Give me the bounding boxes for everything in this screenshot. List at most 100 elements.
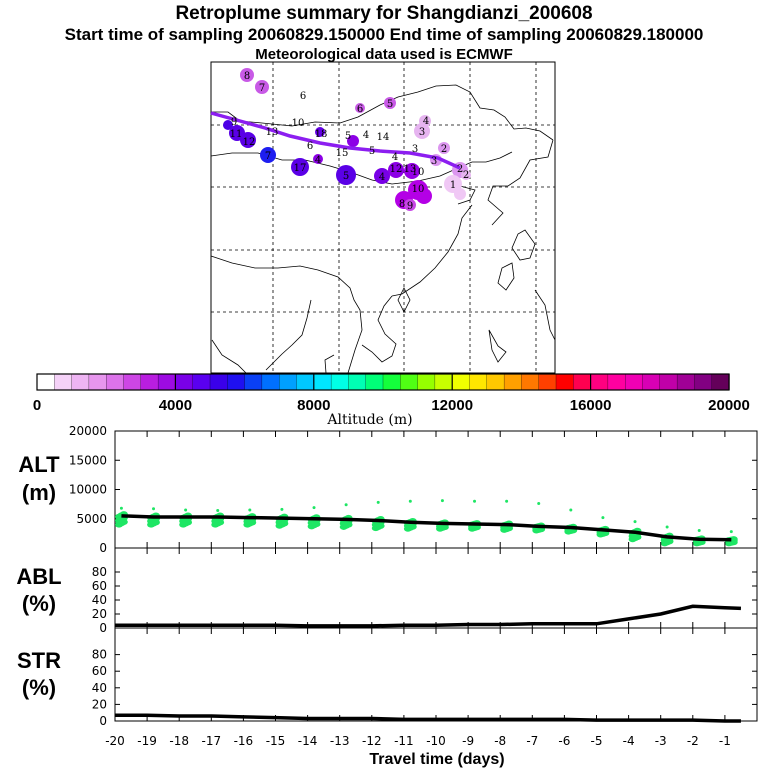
alt-particle-point: [280, 507, 284, 511]
alt-panel: 0 5000 10000 15000 20000: [69, 424, 757, 555]
x-tick-label: -14: [298, 734, 318, 748]
alt-particle-point: [601, 516, 605, 520]
map-plume-label: 3: [419, 127, 425, 138]
colorbar-cell: [694, 373, 713, 391]
alt-particle-point: [665, 525, 669, 529]
panel-label: STR: [17, 648, 61, 673]
panel-label: (%): [22, 591, 56, 616]
colorbar-cell: [469, 373, 488, 391]
x-tick-label: -16: [234, 734, 254, 748]
map-plume-label: 12: [390, 164, 403, 175]
x-tick-label: -17: [201, 734, 221, 748]
map-plume-label: 2: [441, 144, 447, 155]
colorbar-cell: [296, 373, 315, 391]
alt-particle-point: [440, 499, 444, 503]
colorbar-tick-label: 8000: [297, 397, 330, 414]
map-plume-label: 9: [407, 201, 413, 212]
colorbar-cell: [452, 373, 471, 391]
alt-particle-point: [473, 499, 477, 503]
colorbar-cell: [71, 373, 90, 391]
panel-label: ALT: [18, 452, 60, 477]
colorbar-cell: [555, 373, 574, 391]
map-plume-label: 5: [369, 146, 375, 157]
map-plume-label: 6: [357, 104, 363, 115]
colorbar-cell: [192, 373, 211, 391]
map-plume-label: 17: [294, 163, 307, 174]
x-tick-label: -20: [105, 734, 125, 748]
map-plume-label: 9: [231, 117, 237, 128]
map-plume-label: 4: [379, 172, 385, 183]
colorbar-cell: [36, 373, 55, 391]
alt-particle-point: [729, 530, 733, 534]
colorbar-cell: [313, 373, 332, 391]
x-tick-label: -4: [623, 734, 635, 748]
colorbar-cell: [261, 373, 280, 391]
y-tick-label: 40: [92, 593, 107, 607]
map-plume-label: 3: [431, 156, 437, 167]
colorbar-cell: [503, 373, 523, 391]
colorbar-cell: [140, 373, 159, 391]
colorbar-tick-label: 20000: [708, 397, 750, 414]
alt-particle-point: [505, 499, 509, 503]
y-tick-label: 0: [99, 541, 107, 555]
colorbar-cell: [607, 373, 626, 391]
colorbar-cell: [434, 373, 453, 391]
plume-centroid-track: [210, 111, 461, 170]
x-tick-label: -13: [330, 734, 350, 748]
colorbar-cell: [330, 373, 350, 391]
colorbar-cell: [365, 373, 384, 391]
sampling-times: Start time of sampling 20060829.150000 E…: [64, 25, 704, 44]
x-tick-label: -10: [426, 734, 446, 748]
map-plume-label: 2: [463, 170, 469, 181]
x-tick-label: -7: [526, 734, 538, 748]
alt-particle-point: [537, 502, 541, 506]
x-tick-label: -8: [494, 734, 506, 748]
y-tick-label: 0: [99, 714, 107, 728]
chart-title: Retroplume summary for Shangdianzi_20060…: [175, 3, 593, 24]
map-graticule: [211, 62, 555, 373]
colorbar-cell: [382, 373, 401, 391]
alt-particle-point: [569, 508, 573, 512]
alt-particle-point: [152, 507, 156, 511]
y-tick-label: 15000: [69, 453, 107, 467]
map-plume-label: 12: [243, 137, 256, 148]
colorbar-cell: [417, 373, 436, 391]
y-tick-label: 5000: [76, 512, 107, 526]
x-tick-label: -5: [591, 734, 603, 748]
panel-label: (m): [22, 480, 56, 505]
alt-particle-point: [344, 503, 348, 507]
colorbar-cell: [157, 373, 177, 391]
colorbar-cell: [573, 373, 592, 391]
colorbar-cell: [590, 373, 609, 391]
colorbar-cell: [88, 373, 107, 391]
colorbar-cell: [227, 373, 246, 391]
colorbar-tick-label: 16000: [570, 397, 612, 414]
y-tick-label: 10000: [69, 483, 107, 497]
map-plume-label: 11: [230, 129, 243, 140]
panel-label: ABL: [16, 564, 61, 589]
x-tick-label: -11: [394, 734, 414, 748]
panel-label: (%): [22, 675, 56, 700]
x-tick-label: -9: [462, 734, 474, 748]
alt-median-line: [121, 514, 732, 542]
map-plume-label: 8: [244, 71, 250, 82]
colorbar-tick-label: 0: [33, 397, 41, 414]
altitude-colorbar: 0 4000 8000 12000 16000 20000 Altitude (m): [33, 373, 750, 428]
y-tick-label: 80: [92, 648, 107, 662]
x-tick-label: -19: [137, 734, 157, 748]
map-plume-label: 8: [399, 199, 405, 210]
abl-line: [115, 604, 742, 628]
colorbar-cell: [538, 373, 557, 391]
y-tick-label: 40: [92, 681, 107, 695]
map-plume-label: 6: [307, 141, 313, 152]
map-plume-label: 10: [412, 167, 425, 178]
str-line: [115, 713, 741, 723]
y-tick-label: 20000: [69, 424, 107, 438]
y-tick-label: 60: [92, 664, 107, 678]
map-plume-label: 5: [387, 99, 393, 110]
colorbar-tick-label: 12000: [431, 397, 473, 414]
y-tick-label: 20: [92, 607, 107, 621]
